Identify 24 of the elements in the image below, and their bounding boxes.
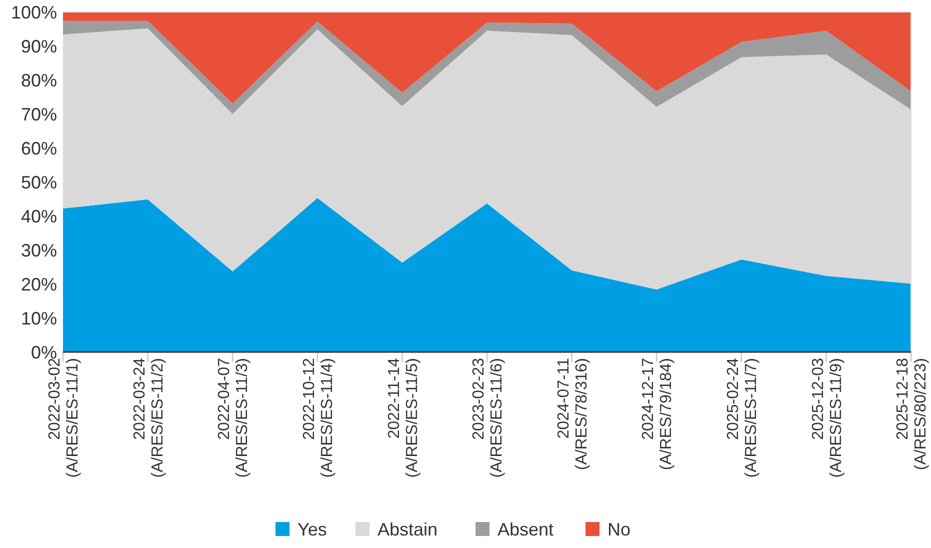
x-tick-label: 2024-12-17 (A/RES/79/184) (640, 358, 676, 470)
y-tick-label: 80% (20, 70, 57, 90)
x-tick-label: 2022-04-07 (A/RES/ES-11/3) (216, 358, 252, 478)
y-tick-label: 30% (20, 240, 57, 260)
y-tick-label: 70% (20, 104, 57, 124)
legend-label: No (608, 519, 631, 540)
x-tick-label: 2022-10-12 (A/RES/ES-11/4) (301, 358, 336, 478)
x-tick-label: 2025-02-24 (A/RES/ES-11/7) (725, 358, 760, 478)
x-tick-label: 2022-11-14 (A/RES/ES-11/5) (386, 358, 421, 478)
x-tick-label: 2022-03-24 (A/RES/ES-11/2) (131, 358, 166, 478)
legend-label: Absent (498, 519, 554, 540)
y-tick-label: 40% (20, 206, 57, 226)
y-tick-label: 50% (20, 172, 57, 192)
x-tick-label: 2025-12-18 (A/RES/80/223) (894, 358, 930, 470)
x-tick-label: 2025-12-03 (A/RES/ES-11/9) (810, 358, 845, 478)
x-tick-label: 2023-02-23 (A/RES/ES-11/6) (470, 358, 506, 478)
y-tick-label: 90% (20, 36, 57, 56)
legend-label: Yes (298, 519, 327, 540)
x-tick-label: 2024-07-11 (A/RES/78/316) (555, 358, 590, 470)
y-tick-label: 20% (20, 274, 57, 294)
y-tick-label: 10% (20, 308, 57, 328)
y-tick-label: 60% (20, 138, 57, 158)
legend-label: Abstain (378, 519, 438, 540)
y-tick-label: 100% (10, 2, 57, 22)
